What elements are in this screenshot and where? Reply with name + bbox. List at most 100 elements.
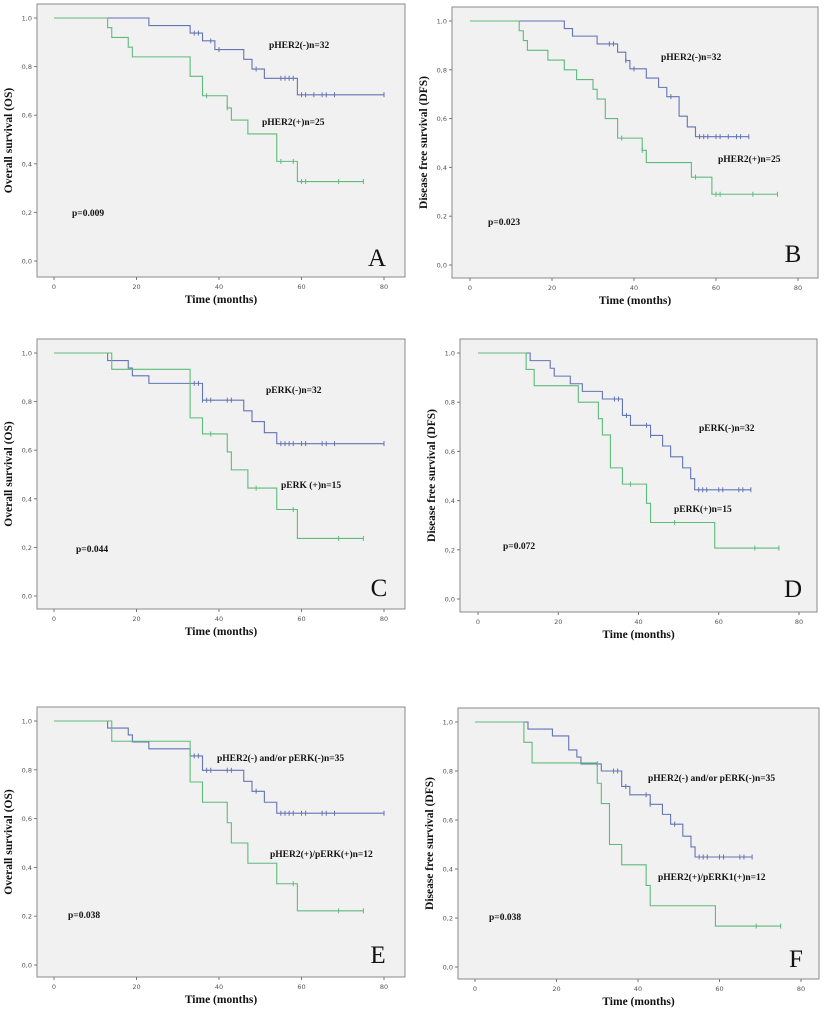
- y-tick-label: 0,0: [437, 262, 447, 270]
- panel-letter: A: [368, 245, 386, 272]
- y-tick-label: 0,6: [22, 815, 32, 823]
- y-tick-label: 0,0: [22, 593, 32, 601]
- x-tick-label: 60: [715, 985, 723, 993]
- plot-area: [451, 6, 819, 279]
- x-axis-title: Time (months): [599, 295, 671, 307]
- y-tick-label: 0,0: [22, 258, 32, 266]
- y-tick-label: 0,4: [22, 864, 32, 872]
- y-tick-label: 0,2: [443, 915, 453, 923]
- y-axis-title: Disease free survival (DFS): [418, 76, 430, 209]
- y-tick-label: 0,6: [22, 447, 32, 455]
- panel-letter: D: [784, 576, 802, 603]
- x-axis-title: Time (months): [185, 994, 257, 1006]
- series-label-negative: pERK(-)n=32: [699, 423, 755, 434]
- x-tick-label: 60: [297, 983, 305, 991]
- y-tick-label: 0,2: [22, 544, 32, 552]
- p-value: p=0.023: [488, 218, 520, 228]
- p-value: p=0.009: [72, 209, 104, 219]
- series-label-negative: pERK(-)n=32: [266, 385, 322, 396]
- x-tick-label: 60: [297, 283, 305, 291]
- series-label-positive: pHER2(+)n=25: [718, 154, 781, 165]
- x-tick-label: 60: [297, 615, 305, 623]
- p-value: p=0.038: [489, 913, 521, 923]
- y-axis-title: Disease free survival (DFS): [424, 777, 436, 910]
- y-tick-label: 0,8: [445, 399, 455, 407]
- survival-curve-positive: [478, 352, 779, 549]
- x-tick-label: 0: [468, 284, 472, 292]
- series-label-positive: pHER2(+)n=25: [262, 117, 325, 128]
- survival-curve-positive: [54, 352, 364, 539]
- x-tick-label: 20: [554, 618, 562, 626]
- y-tick-label: 0,2: [22, 209, 32, 217]
- y-tick-label: 0,4: [22, 495, 32, 503]
- x-tick-label: 60: [712, 284, 720, 292]
- y-tick-label: 0,6: [443, 817, 453, 825]
- y-tick-label: 0,4: [437, 164, 447, 172]
- survival-curve-negative: [54, 720, 384, 814]
- survival-curve-positive: [54, 17, 364, 183]
- series-label-negative: pHER2(-) and/or pERK(-)n=35: [217, 753, 344, 764]
- x-tick-label: 80: [797, 985, 805, 993]
- p-value: p=0.038: [68, 911, 100, 921]
- y-axis-title: Overall survival (OS): [3, 421, 15, 527]
- plot-area: [36, 3, 406, 278]
- p-value: p=0.072: [503, 542, 535, 552]
- panel-f: 0 20 40 60 80 0,0 0,2 0,4 0,6 0,8 1,0 Time (months)…: [424, 707, 820, 1008]
- plot-area: [457, 707, 820, 980]
- p-value: p=0.044: [76, 545, 108, 555]
- x-tick-label: 40: [215, 283, 223, 291]
- x-tick-label: 40: [630, 284, 638, 292]
- x-tick-label: 0: [52, 283, 56, 291]
- series-label-negative: pHER2(-)n=32: [661, 52, 722, 63]
- panel-letter: C: [371, 575, 388, 602]
- x-tick-label: 20: [132, 283, 140, 291]
- x-tick-label: 0: [52, 615, 56, 623]
- y-axis-title: Overall survival (OS): [3, 88, 15, 194]
- x-tick-label: 80: [795, 618, 803, 626]
- y-tick-label: 0,0: [445, 596, 455, 604]
- plot-area: [36, 338, 406, 610]
- x-tick-label: 20: [548, 284, 556, 292]
- x-tick-label: 40: [634, 985, 642, 993]
- y-tick-label: 0,8: [22, 766, 32, 774]
- x-axis-title: Time (months): [602, 996, 674, 1008]
- x-tick-label: 0: [52, 983, 56, 991]
- y-tick-label: 0,0: [22, 962, 32, 970]
- y-tick-label: 1,0: [22, 15, 32, 23]
- x-tick-label: 20: [132, 615, 140, 623]
- plot-area: [36, 706, 406, 978]
- x-tick-label: 20: [132, 983, 140, 991]
- series-label-positive: pERK (+)n=15: [281, 480, 341, 491]
- y-tick-label: 1,0: [445, 350, 455, 358]
- y-tick-label: 0,2: [445, 546, 455, 554]
- series-label-positive: pHER2(+)/pERK1(+)n=12: [658, 872, 766, 883]
- panel-a: 0 20 40 60 80 0,0 0,2 0,4 0,6 0,8 1,0 Time (months)…: [3, 3, 406, 306]
- x-axis-title: Time (months): [185, 294, 257, 306]
- x-axis-title: Time (months): [602, 629, 674, 641]
- panel-letter: E: [370, 942, 385, 969]
- y-tick-label: 0,2: [437, 213, 447, 221]
- x-tick-label: 20: [552, 985, 560, 993]
- x-tick-label: 0: [473, 985, 477, 993]
- y-tick-label: 1,0: [437, 18, 447, 26]
- y-axis-title: Overall survival (OS): [3, 789, 15, 895]
- y-tick-label: 0,8: [22, 63, 32, 71]
- survival-curve-negative: [54, 17, 384, 96]
- y-tick-label: 0,4: [22, 160, 32, 168]
- y-tick-label: 0,8: [443, 768, 453, 776]
- y-tick-label: 0,6: [437, 115, 447, 123]
- y-tick-label: 1,0: [443, 719, 453, 727]
- survival-curve-negative: [54, 352, 384, 445]
- x-tick-label: 80: [380, 983, 388, 991]
- panel-d: 0 20 40 60 80 0,0 0,2 0,4 0,6 0,8 1,0 Time (months)…: [426, 338, 818, 641]
- x-tick-label: 0: [476, 618, 480, 626]
- y-tick-label: 1,0: [22, 718, 32, 726]
- panel-c: 0 20 40 60 80 0,0 0,2 0,4 0,6 0,8 1,0 Time (months)…: [3, 338, 406, 638]
- x-tick-label: 40: [634, 618, 642, 626]
- x-tick-label: 80: [380, 615, 388, 623]
- panel-b: 0 20 40 60 80 0,0 0,2 0,4 0,6 0,8 1,0 Time (months)…: [418, 6, 819, 307]
- x-tick-label: 80: [380, 283, 388, 291]
- x-tick-label: 80: [794, 284, 802, 292]
- series-label-positive: pERK(+)n=15: [674, 504, 732, 515]
